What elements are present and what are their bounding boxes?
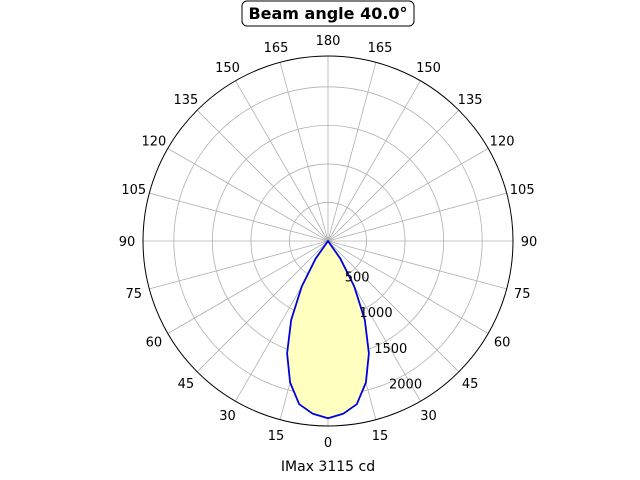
angular-gridline-255 [149,192,329,242]
angular-gridline-105 [327,192,507,242]
angle-tick-right-150: 150 [416,61,441,76]
angle-tick-right-15: 15 [372,429,389,444]
angle-tick-right-45: 45 [462,377,479,392]
angle-tick-right-135: 135 [458,93,483,108]
angle-tick-right-105: 105 [510,183,535,198]
angle-tick-left-90: 90 [119,235,136,250]
radial-tick-labels: 500 1000 1500 2000 [345,271,422,393]
angular-gridline-240 [167,148,329,242]
radial-tick-500: 500 [345,271,370,286]
angle-tick-left-30: 30 [219,409,236,424]
angle-tick-left-45: 45 [178,377,195,392]
angle-tick-left-105: 105 [121,183,146,198]
angle-tick-left-15: 15 [268,429,285,444]
angle-tick-right-75: 75 [514,287,531,302]
angular-gridline-45 [327,240,460,373]
chart-title: Beam angle 40.0° [248,4,407,23]
angular-gridline-225 [196,109,329,242]
angular-gridline-315 [196,240,329,373]
x-axis-label: IMax 3115 cd [281,459,375,475]
radial-tick-1000: 1000 [360,306,393,321]
angle-tick-left-75: 75 [126,287,143,302]
angular-gridline-195 [279,62,329,242]
angle-tick-right-30: 30 [420,409,437,424]
angular-gridline-135 [327,109,460,242]
angular-gridline-165 [327,62,377,242]
angle-tick-left-0: 0 [324,436,332,451]
angle-tick-right-165: 165 [368,41,393,56]
angle-tick-right-90: 90 [521,235,538,250]
angle-tick-left-165: 165 [264,41,289,56]
intensity-area [287,241,369,419]
angle-tick-right-60: 60 [494,336,511,351]
angle-tick-labels: 0 15 30 45 60 75 90 105 120 135 150 165 180 15 30 45 60 7… [119,34,538,451]
intensity-curve [286,240,370,420]
angle-tick-left-150: 150 [215,61,240,76]
data-layer [286,240,370,420]
radial-tick-2000: 2000 [389,377,422,392]
radial-tick-1500: 1500 [374,342,407,357]
angle-tick-right-120: 120 [490,135,515,150]
angular-gridline-120 [327,148,489,242]
angular-gridline-285 [149,240,329,290]
angular-gridline-60 [327,240,489,334]
angular-gridline-300 [167,240,329,334]
angle-tick-left-135: 135 [173,93,198,108]
angular-gridline-210 [235,80,329,242]
angular-gridline-150 [327,80,421,242]
chart-title-box: Beam angle 40.0° [241,0,415,27]
angle-tick-left-60: 60 [146,336,163,351]
outer-frame [142,55,514,427]
angle-tick-left-180: 180 [316,34,341,49]
angular-gridline-75 [327,240,507,290]
angle-tick-left-120: 120 [141,135,166,150]
